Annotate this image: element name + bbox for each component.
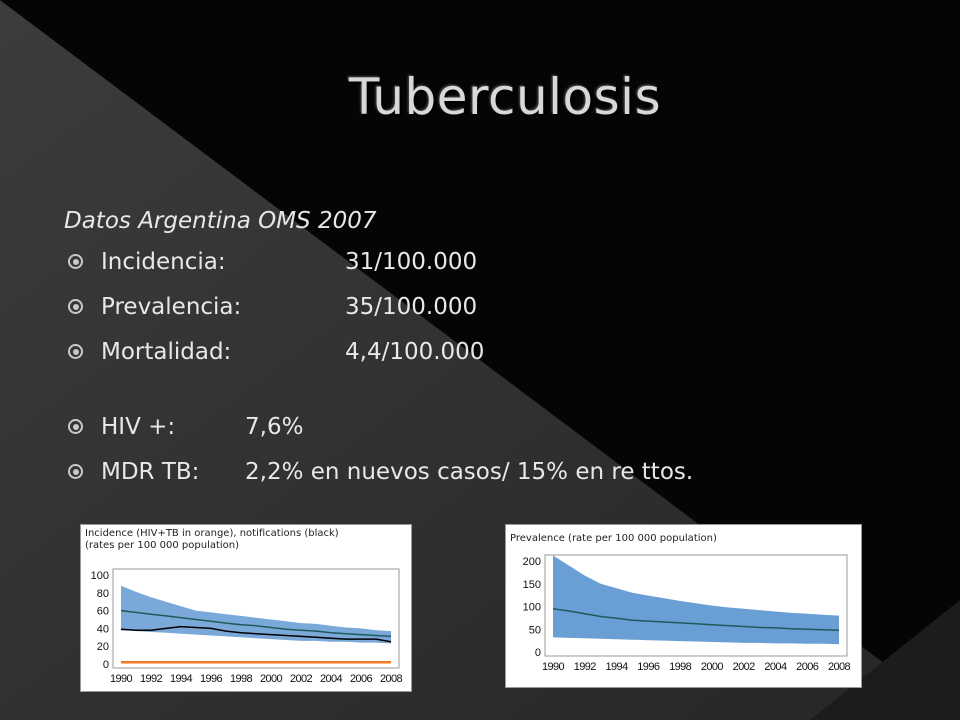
list-item: MDR TB: 2,2% en nuevos casos/ 15% en re … [64,458,924,485]
x-tick-label: 2000 [701,661,724,673]
y-tick-label: 200 [523,556,541,568]
x-tick-label: 1998 [669,661,692,673]
x-tick-label: 2008 [828,661,851,673]
prevalence-chart: 0 50 100 150 200 1990 1992 1994 1996 1998 2000 2002… [523,554,851,673]
x-tick-label: 2004 [320,673,343,685]
y-tick-label: 0 [535,647,541,659]
y-tick-label: 150 [523,579,541,591]
y-tick-label: 0 [103,659,109,671]
list-item: Prevalencia: 35/100.000 [64,293,924,320]
bullet-icon [68,344,83,359]
x-tick-label: 1992 [140,673,163,685]
x-tick-label: 2000 [260,673,283,685]
plot-frame [544,554,848,657]
incidence-chart: 0 20 40 60 80 100 1990 1992 1994 1996 1998 2000 2002… [91,568,403,685]
bullet-icon [68,419,83,434]
y-tick-label: 80 [97,588,109,600]
x-tick-label: 2008 [380,673,403,685]
bullet-icon [68,254,83,269]
prevalence-chart-panel: Prevalence (rate per 100 000 population)… [505,524,862,688]
uncertainty-band [553,555,839,645]
y-tick-label: 40 [97,623,109,635]
x-tick-label: 2004 [764,661,787,673]
x-tick-label: 1996 [637,661,660,673]
x-tick-label: 2006 [796,661,819,673]
stat-label: Incidencia: [101,248,226,275]
y-tick-label: 60 [97,606,109,618]
y-tick-label: 50 [529,624,541,636]
bullet-icon [68,299,83,314]
x-tick-label: 1996 [200,673,223,685]
slide-title: Tuberculosis [348,68,662,126]
stat-label: Mortalidad: [101,338,232,365]
chart-title: Prevalence (rate per 100 000 population) [510,533,717,544]
x-tick-label: 2002 [733,661,756,673]
x-tick-label: 1994 [606,661,629,673]
stat-value: 31/100.000 [345,248,478,275]
x-tick-label: 2006 [350,673,373,685]
chart-subtitle: (rates per 100 000 population) [85,540,240,551]
x-tick-label: 1998 [230,673,253,685]
estimate-line [120,609,392,638]
list-item: Incidencia: 31/100.000 [64,248,924,275]
uncertainty-band [121,585,391,644]
stat-value: 4,4/100.000 [345,338,485,365]
x-tick-label: 1990 [110,673,133,685]
list-item: Mortalidad: 4,4/100.000 [64,338,924,365]
y-tick-label: 100 [91,570,109,582]
y-tick-label: 100 [523,602,541,614]
plot-frame [112,568,400,669]
intro-text: Datos Argentina OMS 2007 [64,208,377,234]
incidence-chart-panel: Incidence (HIV+TB in orange), notificati… [80,524,412,692]
bullet-icon [68,464,83,479]
estimate-line [552,608,840,631]
chart-title: Incidence (HIV+TB in orange), notificati… [85,528,339,539]
x-tick-label: 1992 [574,661,597,673]
stat-label: HIV +: [101,413,176,440]
stat-value: 2,2% en nuevos casos/ 15% en re ttos. [245,458,694,485]
notifications-line [120,625,392,643]
x-tick-label: 1994 [170,673,193,685]
stat-value: 35/100.000 [345,293,478,320]
x-tick-label: 1990 [542,661,565,673]
stat-label: Prevalencia: [101,293,242,320]
list-item: HIV +: 7,6% [64,413,924,440]
stat-label: MDR TB: [101,458,200,485]
y-tick-label: 20 [97,641,109,653]
stat-value: 7,6% [245,413,304,440]
x-tick-label: 2002 [290,673,313,685]
slide-content: Datos Argentina OMS 2007 Incidencia: 31/… [64,208,924,503]
